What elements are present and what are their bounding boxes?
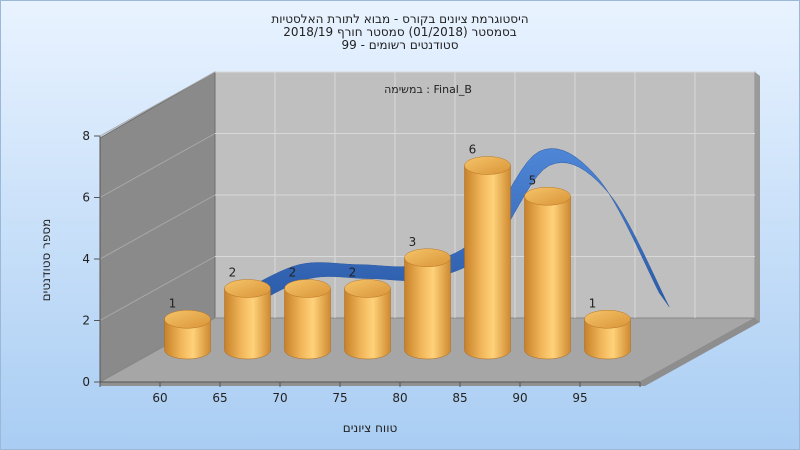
- bar-labels-group: 1 2 2 2 3 6 5 1: [169, 143, 597, 311]
- y-axis: 0 2 4 6 8: [82, 129, 101, 389]
- title-line-2: בסמסטר (01/2018) סמסטר חורף 2018/19: [283, 25, 516, 39]
- y-tick-label: 4: [82, 252, 90, 266]
- grid-line-left-wall: [99, 133, 216, 198]
- y-tick-label: 2: [82, 314, 90, 328]
- x-tick-label: 70: [272, 391, 287, 405]
- bar: [284, 279, 331, 360]
- grid-line-left-wall: [99, 194, 216, 260]
- bar-value-label: 2: [349, 266, 357, 280]
- bar-value-label: 3: [409, 235, 417, 249]
- floor-right-edge: [640, 318, 760, 386]
- x-tick-label: 95: [572, 391, 587, 405]
- bar: [524, 187, 571, 360]
- chart-title: היסטוגרמת ציונים בקורס - מבוא לתורת האלס…: [271, 12, 528, 52]
- y-tick-label: 8: [82, 129, 90, 143]
- bar: [464, 156, 511, 360]
- title-line-3: סטודנטים רשומים - 99: [341, 38, 458, 52]
- x-axis-title: טווח ציונים: [343, 421, 398, 435]
- bar-value-label: 5: [529, 173, 537, 187]
- bar: [344, 279, 391, 360]
- bar: [404, 248, 451, 360]
- x-tick-label: 80: [392, 391, 407, 405]
- y-tick-label: 0: [82, 375, 90, 389]
- bar: [224, 279, 271, 360]
- bar-value-label: 2: [229, 266, 237, 280]
- x-tick-label: 60: [152, 391, 167, 405]
- x-tick-label: 75: [332, 391, 347, 405]
- title-line-1: היסטוגרמת ציונים בקורס - מבוא לתורת האלס…: [271, 12, 528, 26]
- x-tick-label: 85: [452, 391, 467, 405]
- trend-curve: [238, 148, 670, 308]
- bars-group: [164, 156, 631, 360]
- x-axis: 60 65 70 75 80 85 90 95: [99, 381, 641, 405]
- grid-line-left-wall: [99, 71, 216, 137]
- bar-value-label: 1: [169, 296, 177, 310]
- x-tick-label: 65: [212, 391, 227, 405]
- floor-front-edge: [100, 382, 640, 386]
- bar-value-label: 2: [289, 266, 297, 280]
- bar: [164, 310, 211, 360]
- grid-line-left-wall: [99, 256, 216, 321]
- y-axis-title: מספר סטודנטים: [39, 219, 53, 302]
- x-tick-label: 90: [512, 391, 527, 405]
- bar-value-label: 1: [589, 296, 597, 310]
- bar: [584, 310, 631, 360]
- task-annotation: במשימה : Final_B: [384, 83, 472, 96]
- bar-value-label: 6: [469, 143, 477, 157]
- y-tick-label: 6: [82, 191, 90, 205]
- right-edge-shadow: [755, 72, 760, 322]
